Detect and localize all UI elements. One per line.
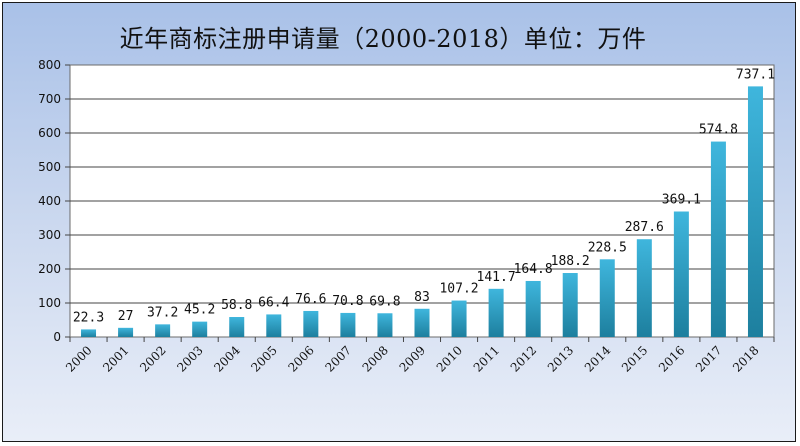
bar-2006 bbox=[303, 311, 318, 337]
bar-2009 bbox=[415, 309, 430, 337]
bar-2013 bbox=[563, 273, 578, 337]
bar-2005 bbox=[266, 314, 281, 337]
y-tick-label-200: 200 bbox=[38, 262, 61, 276]
bar-2001 bbox=[118, 328, 133, 337]
y-tick-label-800: 800 bbox=[38, 58, 61, 72]
bar-2014 bbox=[600, 259, 615, 337]
data-label-2014: 228.5 bbox=[588, 240, 627, 255]
x-tick-label-2011: 2011 bbox=[471, 343, 502, 374]
x-tick-label-2003: 2003 bbox=[174, 343, 205, 374]
bar-2015 bbox=[637, 239, 652, 337]
data-label-2006: 76.6 bbox=[295, 292, 326, 307]
bar-2016 bbox=[674, 212, 689, 337]
bar-2010 bbox=[452, 301, 467, 337]
data-label-2004: 58.8 bbox=[221, 298, 252, 313]
x-tick-label-2013: 2013 bbox=[545, 343, 576, 374]
x-tick-label-2012: 2012 bbox=[508, 343, 539, 374]
x-tick-label-2014: 2014 bbox=[582, 343, 614, 375]
x-tick-label-2015: 2015 bbox=[619, 343, 650, 374]
data-label-2017: 574.8 bbox=[699, 123, 738, 138]
data-label-2015: 287.6 bbox=[625, 220, 664, 235]
bar-2011 bbox=[489, 289, 504, 337]
x-tick-label-2010: 2010 bbox=[434, 343, 465, 374]
bar-2000 bbox=[81, 329, 96, 337]
data-label-2018: 737.1 bbox=[736, 67, 775, 82]
data-label-2013: 188.2 bbox=[551, 254, 590, 269]
bar-2003 bbox=[192, 322, 207, 337]
x-tick-label-2008: 2008 bbox=[360, 343, 391, 374]
x-tick-label-2005: 2005 bbox=[248, 343, 279, 374]
data-label-2016: 369.1 bbox=[662, 193, 701, 208]
bar-2012 bbox=[526, 281, 541, 337]
x-tick-label-2006: 2006 bbox=[285, 343, 316, 374]
y-tick-label-600: 600 bbox=[38, 126, 61, 140]
bar-2002 bbox=[155, 324, 170, 337]
x-tick-label-2002: 2002 bbox=[137, 343, 168, 374]
y-axis: 0 100 200 300 400 500 600 700 800 bbox=[38, 58, 70, 344]
data-label-2011: 141.7 bbox=[477, 270, 516, 285]
bar-2018 bbox=[748, 86, 763, 337]
data-label-2005: 66.4 bbox=[258, 295, 289, 310]
bar-2007 bbox=[340, 313, 355, 337]
x-tick-label-2009: 2009 bbox=[397, 343, 428, 374]
data-label-2010: 107.2 bbox=[439, 282, 478, 297]
data-label-2009: 83 bbox=[414, 290, 430, 305]
data-label-2003: 45.2 bbox=[184, 303, 215, 318]
data-label-2008: 69.8 bbox=[369, 294, 400, 309]
data-label-2007: 70.8 bbox=[332, 294, 363, 309]
data-label-2002: 37.2 bbox=[147, 305, 178, 320]
y-tick-label-300: 300 bbox=[38, 228, 61, 242]
y-tick-label-400: 400 bbox=[38, 194, 61, 208]
y-tick-label-0: 0 bbox=[53, 330, 61, 344]
y-tick-label-500: 500 bbox=[38, 160, 61, 174]
data-label-2000: 22.3 bbox=[73, 310, 104, 325]
x-tick-label-2016: 2016 bbox=[656, 343, 687, 374]
bar-2008 bbox=[377, 313, 392, 337]
data-label-2001: 27 bbox=[118, 309, 134, 324]
x-tick-label-2018: 2018 bbox=[730, 343, 761, 374]
x-axis: 2000200120022003200420052006200720082009… bbox=[63, 337, 774, 375]
data-label-2012: 164.8 bbox=[514, 262, 553, 277]
x-tick-label-2017: 2017 bbox=[693, 343, 724, 374]
x-tick-label-2001: 2001 bbox=[100, 343, 131, 374]
y-tick-label-700: 700 bbox=[38, 92, 61, 106]
bar-2017 bbox=[711, 142, 726, 337]
y-tick-label-100: 100 bbox=[38, 296, 61, 310]
x-tick-label-2000: 2000 bbox=[63, 343, 94, 374]
bar-2004 bbox=[229, 317, 244, 337]
x-tick-label-2004: 2004 bbox=[211, 343, 243, 375]
x-tick-label-2007: 2007 bbox=[323, 343, 354, 374]
